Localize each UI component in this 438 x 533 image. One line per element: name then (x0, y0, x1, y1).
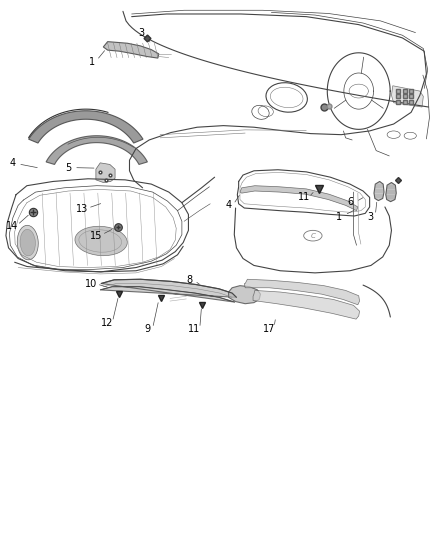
Text: 5: 5 (66, 163, 72, 173)
Polygon shape (240, 185, 358, 211)
Text: C: C (311, 233, 315, 239)
Text: 17: 17 (263, 324, 275, 334)
Text: 14: 14 (6, 221, 18, 231)
Polygon shape (28, 111, 143, 143)
Text: 11: 11 (188, 324, 201, 334)
Polygon shape (103, 42, 159, 58)
Polygon shape (244, 279, 360, 305)
Polygon shape (96, 163, 115, 182)
Text: 9: 9 (145, 324, 151, 334)
Ellipse shape (79, 230, 122, 252)
Text: 15: 15 (90, 231, 102, 241)
Text: 3: 3 (367, 212, 374, 222)
Ellipse shape (20, 229, 35, 256)
Text: 4: 4 (226, 200, 232, 210)
Ellipse shape (75, 227, 127, 256)
Text: 1: 1 (89, 58, 95, 67)
Polygon shape (253, 290, 360, 319)
Text: 12: 12 (101, 318, 113, 328)
Polygon shape (392, 86, 424, 107)
Polygon shape (100, 279, 237, 302)
Text: 13: 13 (76, 204, 88, 214)
Polygon shape (374, 181, 384, 200)
Text: 6: 6 (348, 197, 354, 207)
Ellipse shape (17, 225, 38, 260)
Polygon shape (386, 182, 396, 201)
Text: 4: 4 (10, 158, 16, 168)
Text: 11: 11 (297, 192, 310, 203)
Text: 1: 1 (336, 212, 343, 222)
Text: 3: 3 (138, 28, 145, 38)
Text: 8: 8 (186, 276, 192, 285)
Text: 10: 10 (85, 279, 97, 289)
Polygon shape (46, 136, 148, 165)
Polygon shape (229, 286, 261, 304)
